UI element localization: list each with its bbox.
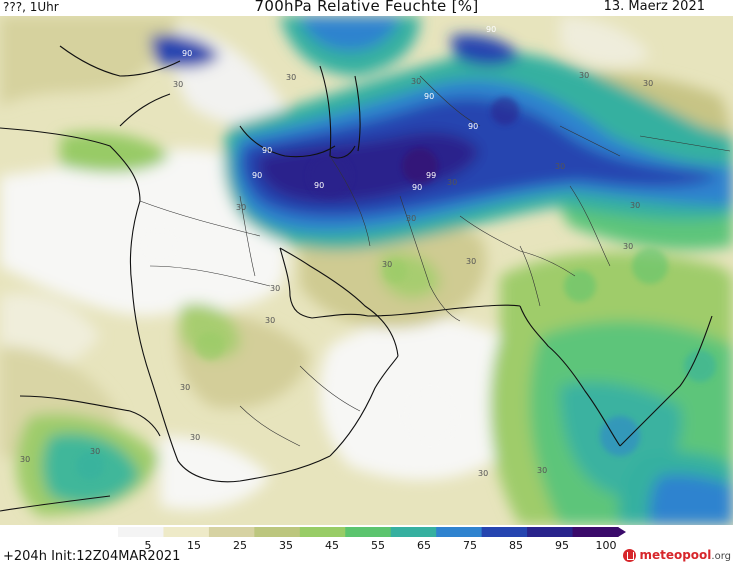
contour-label: 90 bbox=[182, 49, 192, 58]
contour-label: 30 bbox=[630, 201, 640, 210]
contour-label: 30 bbox=[579, 71, 589, 80]
meteopool-logo-icon bbox=[623, 548, 637, 562]
colorbar-cell bbox=[208, 527, 255, 537]
colorbar-tick: 35 bbox=[279, 539, 293, 552]
contour-label: 30 bbox=[447, 178, 457, 187]
texture-blotches bbox=[76, 97, 716, 480]
colorbar-cell bbox=[436, 527, 483, 537]
contour-label: 30 bbox=[555, 162, 565, 171]
contour-label: 30 bbox=[411, 77, 421, 86]
contour-label: 30 bbox=[406, 214, 416, 223]
contour-label: 30 bbox=[623, 242, 633, 251]
colorbar-cell bbox=[572, 527, 619, 537]
contour-label: 90 bbox=[486, 25, 496, 34]
coastlines bbox=[0, 45, 713, 512]
colorbar-tick: 85 bbox=[509, 539, 523, 552]
contour-label: 30 bbox=[180, 383, 190, 392]
colorbar-tick: 45 bbox=[325, 539, 339, 552]
contour-label: 30 bbox=[286, 73, 296, 82]
political-borders bbox=[139, 75, 731, 447]
contour-label: 30 bbox=[20, 455, 30, 464]
contour-labels: 90 90 90 90 90 90 90 90 99 30 30 30 30 3… bbox=[20, 25, 653, 478]
contour-label: 30 bbox=[537, 466, 547, 475]
colorbar-tick: 25 bbox=[233, 539, 247, 552]
header: ???, 1Uhr 700hPa Relative Feuchte [%] 13… bbox=[0, 0, 733, 18]
valid-time-label: ???, 1Uhr bbox=[3, 0, 59, 14]
colorbar-cell bbox=[345, 527, 392, 537]
contour-label: 30 bbox=[265, 316, 275, 325]
colorbar-tick: 55 bbox=[371, 539, 385, 552]
colorbar-tick: 15 bbox=[187, 539, 201, 552]
colorbar-cells bbox=[118, 527, 626, 537]
contour-label: 30 bbox=[190, 433, 200, 442]
map-title: 700hPa Relative Feuchte [%] bbox=[254, 0, 479, 15]
colorbar-cell bbox=[299, 527, 346, 537]
contour-label: 30 bbox=[173, 80, 183, 89]
colorbar-tick: 65 bbox=[417, 539, 431, 552]
contour-label: 90 bbox=[252, 171, 262, 180]
contour-label: 90 bbox=[424, 92, 434, 101]
colorbar-tick: 95 bbox=[555, 539, 569, 552]
colorbar-cell bbox=[527, 527, 574, 537]
logo-suffix: .org bbox=[711, 551, 731, 562]
contour-label: 99 bbox=[426, 171, 436, 180]
colorbar-cell bbox=[481, 527, 528, 537]
colorbar-tick: 75 bbox=[463, 539, 477, 552]
colorbar-cell bbox=[118, 527, 164, 537]
colorbar-tick: 5 bbox=[144, 539, 152, 552]
colorbar-cell bbox=[254, 527, 301, 537]
contour-label: 30 bbox=[478, 469, 488, 478]
contour-label: 30 bbox=[643, 79, 653, 88]
contour-label: 30 bbox=[466, 257, 476, 266]
colorbar bbox=[118, 527, 626, 537]
contour-label: 30 bbox=[270, 284, 280, 293]
colorbar-cell bbox=[163, 527, 210, 537]
colorbar-ticks: 5 15 25 35 45 55 65 75 85 95 100 bbox=[0, 539, 733, 553]
humidity-map: 90 90 90 90 90 90 90 90 99 30 30 30 30 3… bbox=[0, 16, 733, 525]
humidity-field bbox=[0, 16, 733, 525]
contour-label: 90 bbox=[468, 122, 478, 131]
colorbar-cell bbox=[390, 527, 437, 537]
contour-label: 90 bbox=[412, 183, 422, 192]
contour-label: 90 bbox=[314, 181, 324, 190]
valid-date: 13. Maerz 2021 bbox=[603, 0, 705, 14]
meteopool-logo[interactable]: meteopool.org bbox=[623, 546, 731, 564]
run-info: +204h Init:12Z04MAR2021 bbox=[3, 549, 181, 564]
colorbar-tick: 100 bbox=[595, 539, 617, 552]
contour-label: 90 bbox=[262, 146, 272, 155]
colorbar-arrow bbox=[618, 527, 626, 537]
contour-label: 30 bbox=[90, 447, 100, 456]
contour-label: 30 bbox=[382, 260, 392, 269]
contour-label: 30 bbox=[236, 203, 246, 212]
logo-text: meteopool bbox=[639, 548, 712, 562]
